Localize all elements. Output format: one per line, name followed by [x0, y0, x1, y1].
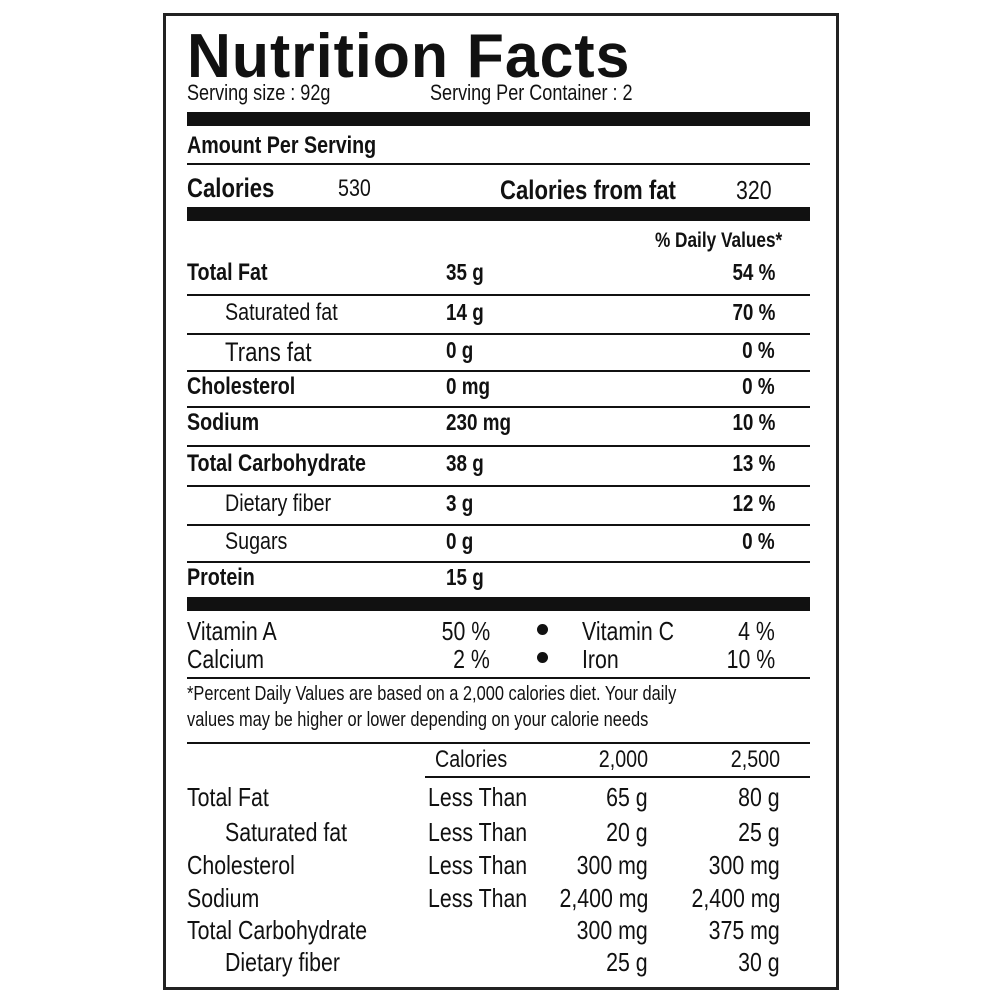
vitamin-value: 4 %: [738, 616, 775, 646]
ref-row-2500: 30 g: [738, 947, 780, 977]
divider-thick: [187, 207, 810, 221]
ref-header-calories: Calories: [435, 746, 508, 773]
vitamin-value: 2 %: [453, 644, 490, 674]
divider-thick: [187, 112, 810, 126]
calories-from-fat-value: 320: [736, 175, 772, 205]
ref-row-name: Dietary fiber: [225, 947, 340, 977]
nutrient-daily-value: 10 %: [732, 409, 775, 435]
ref-row-2500: 300 mg: [708, 850, 780, 880]
divider: [187, 524, 810, 526]
divider: [187, 294, 810, 296]
ref-row-qualifier: Less Than: [428, 850, 528, 880]
calories-value: 530: [338, 175, 371, 202]
nutrient-name: Trans fat: [225, 337, 312, 367]
vitamin-name: Calcium: [187, 644, 265, 674]
ref-row-2000: 25 g: [606, 947, 648, 977]
nutrient-daily-value: 54 %: [732, 259, 775, 285]
bullet-icon: [537, 624, 548, 635]
daily-values-header: % Daily Values*: [654, 229, 782, 252]
ref-header-2500: 2,500: [730, 746, 780, 773]
ref-row-name: Total Fat: [187, 782, 269, 812]
divider: [187, 406, 810, 408]
nutrient-amount: 0 g: [446, 528, 474, 554]
ref-row-qualifier: Less Than: [428, 782, 528, 812]
divider: [187, 742, 810, 744]
nutrient-name: Total Carbohydrate: [187, 450, 366, 477]
divider: [425, 776, 810, 778]
servings-per-container: Serving Per Container : 2: [430, 80, 633, 105]
serving-size: Serving size : 92g: [187, 80, 331, 105]
ref-row-2000: 65 g: [606, 782, 648, 812]
divider: [187, 677, 810, 679]
vitamin-name: Vitamin A: [187, 616, 277, 646]
nutrient-amount: 14 g: [446, 299, 484, 325]
vitamin-name: Iron: [582, 644, 619, 674]
nutrient-daily-value: 70 %: [732, 299, 775, 325]
divider: [187, 561, 810, 563]
ref-row-name: Cholesterol: [187, 850, 295, 880]
nutrient-amount: 35 g: [446, 259, 484, 285]
ref-row-2500: 80 g: [738, 782, 780, 812]
nutrient-name: Cholesterol: [187, 373, 296, 400]
nutrition-label-border: [163, 13, 839, 990]
divider: [187, 333, 810, 335]
nutrient-daily-value: 13 %: [732, 450, 775, 476]
nutrient-amount: 38 g: [446, 450, 484, 476]
bullet-icon: [537, 652, 548, 663]
label-title: Nutrition Facts: [187, 22, 631, 91]
ref-row-name: Sodium: [187, 883, 260, 913]
ref-row-qualifier: Less Than: [428, 883, 528, 913]
ref-row-2000: 2,400 mg: [559, 883, 648, 913]
footnote-line-2: values may be higher or lower depending …: [187, 709, 649, 731]
ref-header-2000: 2,000: [598, 746, 648, 773]
nutrient-amount: 0 mg: [446, 373, 491, 399]
ref-row-2000: 300 mg: [576, 915, 648, 945]
nutrient-amount: 230 mg: [446, 409, 511, 435]
footnote-line-1: *Percent Daily Values are based on a 2,0…: [187, 683, 677, 705]
divider-thick: [187, 597, 810, 611]
nutrient-name: Sodium: [187, 409, 260, 436]
ref-row-name: Total Carbohydrate: [187, 915, 368, 945]
ref-row-qualifier: Less Than: [428, 817, 528, 847]
nutrient-daily-value: 0 %: [742, 373, 775, 399]
calories-label: Calories: [187, 173, 275, 203]
nutrient-name: Dietary fiber: [225, 490, 332, 517]
nutrient-name: Protein: [187, 564, 255, 591]
ref-row-2000: 300 mg: [576, 850, 648, 880]
nutrient-amount: 0 g: [446, 337, 474, 363]
nutrient-name: Sugars: [225, 528, 288, 555]
amount-per-serving: Amount Per Serving: [187, 132, 377, 159]
vitamin-name: Vitamin C: [582, 616, 675, 646]
nutrient-name: Saturated fat: [225, 299, 338, 326]
vitamin-value: 10 %: [726, 644, 775, 674]
divider: [187, 370, 810, 372]
divider: [187, 485, 810, 487]
nutrient-daily-value: 0 %: [742, 528, 775, 554]
ref-row-name: Saturated fat: [225, 817, 348, 847]
calories-from-fat-label: Calories from fat: [500, 175, 676, 205]
ref-row-2500: 2,400 mg: [691, 883, 780, 913]
nutrient-amount: 15 g: [446, 564, 484, 590]
nutrient-amount: 3 g: [446, 490, 474, 516]
ref-row-2000: 20 g: [606, 817, 648, 847]
ref-row-2500: 25 g: [738, 817, 780, 847]
ref-row-2500: 375 mg: [708, 915, 780, 945]
divider: [187, 163, 810, 165]
nutrient-daily-value: 12 %: [732, 490, 775, 516]
divider: [187, 445, 810, 447]
vitamin-value: 50 %: [441, 616, 490, 646]
nutrient-name: Total Fat: [187, 259, 268, 286]
nutrient-daily-value: 0 %: [742, 337, 775, 363]
